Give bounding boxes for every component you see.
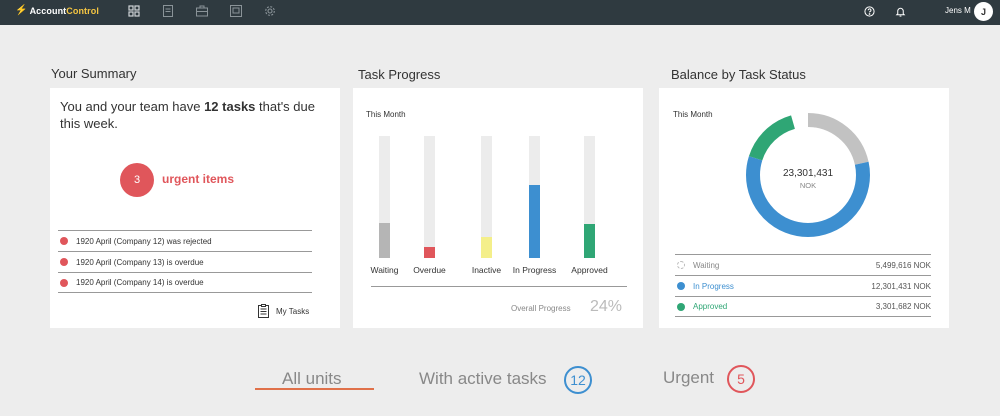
- balance-card: This Month 23,301,431 NOK Waiting 5,499,…: [659, 88, 949, 328]
- summary-text-suffix: that's due this week.: [60, 99, 315, 131]
- urgent-item-text: 1920 April (Company 14) is overdue: [76, 278, 204, 287]
- balance-title: Balance by Task Status: [671, 67, 806, 82]
- bar-track-inactive: [481, 136, 492, 258]
- app-logo[interactable]: ⚡ Account Control: [15, 5, 99, 16]
- my-tasks-label: My Tasks: [276, 306, 310, 316]
- overall-progress-label: Overall Progress: [511, 304, 571, 313]
- legend-name: Waiting: [693, 260, 720, 270]
- bar-label: Inactive: [471, 265, 502, 275]
- list-item[interactable]: 1920 April (Company 13) is overdue: [58, 251, 312, 272]
- summary-text: You and your team have 12 tasks that's d…: [60, 98, 330, 132]
- summary-task-count: 12 tasks: [204, 99, 256, 114]
- list-item[interactable]: 1920 April (Company 12) was rejected: [58, 230, 312, 251]
- bar-track-overdue: [424, 136, 435, 258]
- green-dot-icon: [677, 302, 685, 311]
- monitor-icon[interactable]: [229, 4, 243, 18]
- my-tasks-link[interactable]: My Tasks: [258, 304, 309, 318]
- avatar[interactable]: J: [974, 2, 993, 21]
- main-nav: [127, 4, 297, 18]
- top-bar: ⚡ Account Control Jens M J: [0, 0, 1000, 25]
- legend-amount: 5,499,616 NOK: [875, 260, 931, 270]
- bar-inactive[interactable]: [481, 237, 492, 258]
- legend-name: Approved: [693, 302, 728, 311]
- urgent-list: 1920 April (Company 12) was rejected 192…: [58, 230, 312, 293]
- legend-row-approved[interactable]: Approved 3,301,682 NOK: [675, 296, 931, 317]
- bar-overdue[interactable]: [424, 247, 435, 258]
- urgent-items-label[interactable]: urgent items: [162, 172, 235, 186]
- bolt-icon: ⚡: [15, 5, 28, 16]
- active-tab-underline: [255, 388, 374, 390]
- summary-card: You and your team have 12 tasks that's d…: [50, 88, 340, 328]
- task-progress-card: This Month Waiting Overdue Inactive In Prog…: [353, 88, 643, 328]
- donut-segment-waiting[interactable]: [746, 113, 870, 237]
- urgent-count[interactable]: 5: [727, 365, 755, 393]
- clipboard-icon: [258, 304, 269, 318]
- dashboard-icon[interactable]: [127, 4, 141, 18]
- urgent-item-text: 1920 April (Company 12) was rejected: [76, 236, 212, 246]
- balance-period: This Month: [673, 110, 713, 119]
- task-progress-title: Task Progress: [358, 67, 441, 82]
- legend-amount: 12,301,431 NOK: [871, 281, 931, 291]
- active-tasks-count[interactable]: 12: [564, 366, 592, 394]
- briefcase-icon[interactable]: [195, 4, 209, 18]
- bar-label: Overdue: [413, 265, 446, 275]
- balance-legend: Waiting 5,499,616 NOK In Progress 12,301…: [675, 254, 931, 317]
- tab-active-tasks[interactable]: With active tasks: [419, 369, 547, 388]
- list-item[interactable]: 1920 April (Company 14) is overdue: [58, 272, 312, 293]
- balance-donut-chart: [746, 113, 870, 237]
- summary-title: Your Summary: [51, 66, 137, 81]
- donut-segment-in-progress[interactable]: [746, 113, 870, 237]
- red-dot-icon: [60, 278, 68, 287]
- bar-label: Waiting: [370, 265, 399, 275]
- legend-name: In Progress: [693, 281, 734, 291]
- legend-amount: 3,301,682 NOK: [875, 302, 931, 311]
- tab-all-units[interactable]: All units: [282, 369, 342, 388]
- document-icon[interactable]: [161, 4, 175, 18]
- logo-text-account: Account: [29, 5, 67, 16]
- bar-waiting[interactable]: [379, 222, 390, 258]
- bar-in-progress[interactable]: [529, 184, 540, 258]
- tab-urgent[interactable]: Urgent: [663, 368, 715, 387]
- donut-currency: NOK: [799, 181, 817, 190]
- red-dot-icon: [60, 237, 68, 245]
- bar-track-in-progress: [529, 136, 540, 258]
- summary-text-prefix: You and your team have: [60, 99, 205, 114]
- blue-dot-icon: [677, 282, 685, 290]
- user-name[interactable]: Jens M: [945, 6, 971, 15]
- bar-track-approved: [584, 136, 595, 258]
- bar-track-waiting: [379, 136, 390, 258]
- task-progress-period: This Month: [366, 110, 406, 119]
- bar-approved[interactable]: [584, 223, 595, 258]
- bar-label: In Progress: [512, 265, 557, 275]
- legend-row-waiting[interactable]: Waiting 5,499,616 NOK: [675, 254, 931, 275]
- gear-icon[interactable]: [263, 4, 277, 18]
- urgent-count-badge[interactable]: 3: [120, 163, 154, 197]
- urgent-item-text: 1920 April (Company 13) is overdue: [76, 257, 204, 267]
- legend-row-in-progress[interactable]: In Progress 12,301,431 NOK: [675, 275, 931, 296]
- overall-progress-value: 24%: [590, 298, 623, 315]
- waiting-dot-icon: [677, 261, 685, 269]
- logo-text-control: Control: [66, 5, 99, 16]
- bell-icon[interactable]: [893, 4, 907, 18]
- donut-total-value: 23,301,431: [782, 168, 834, 179]
- chart-baseline: [371, 286, 627, 287]
- red-dot-icon: [60, 258, 68, 266]
- bar-label: Approved: [571, 265, 608, 275]
- help-icon[interactable]: [862, 4, 876, 18]
